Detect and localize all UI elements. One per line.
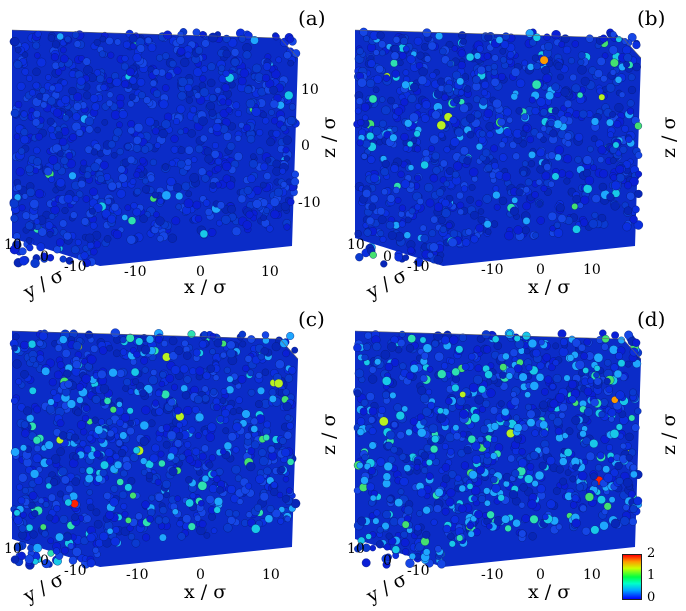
y-tick-zero-b: 0: [383, 249, 392, 265]
cube-render-d: [353, 328, 643, 569]
cube-render-a: [9, 28, 301, 268]
x-tick-zero-a: 0: [196, 264, 205, 280]
y-tick-zero-d: 0: [383, 553, 392, 569]
box-edge: [354, 330, 642, 360]
y-tick-neg-d: -10: [407, 563, 430, 579]
box-edge: [11, 330, 299, 360]
particles: [353, 328, 643, 569]
panel-tag-b: (b): [637, 6, 666, 30]
panel-a: (a) 10 0 -10 z / σ -10 0 10 x / σ 10 0 -…: [0, 0, 343, 305]
x-tick-zero-c: 0: [196, 567, 205, 583]
y-tick-zero-a: 0: [40, 249, 49, 265]
x-tick-neg-d: -10: [481, 567, 504, 583]
z-axis-label-c: z / σ: [318, 413, 340, 455]
x-axis-label-a: x / σ: [184, 276, 227, 298]
x-tick-neg-c: -10: [126, 567, 149, 583]
panel-tag-d: (d): [637, 307, 666, 331]
z-tick-top-a: 10: [301, 82, 319, 98]
colorbar: [622, 554, 642, 600]
y-tick-pos-c: 10: [4, 541, 22, 557]
z-axis-label-d: z / σ: [658, 413, 680, 455]
y-tick-neg-c: -10: [64, 563, 87, 579]
y-tick-pos-d: 10: [347, 541, 365, 557]
y-tick-pos-b: 10: [347, 237, 365, 253]
panel-b: (b) z / σ -10 0 10 x / σ 10 0 -10 y / σ: [343, 0, 686, 305]
y-tick-zero-c: 0: [40, 553, 49, 569]
y-tick-neg-a: -10: [64, 259, 87, 275]
x-tick-pos-b: 10: [583, 262, 601, 278]
particles: [9, 328, 301, 570]
y-tick-pos-a: 10: [4, 237, 22, 253]
box-edge: [11, 29, 299, 59]
cube-render-c: [9, 328, 301, 570]
panel-tag-a: (a): [298, 6, 326, 30]
x-axis-label-b: x / σ: [528, 276, 571, 298]
y-tick-neg-b: -10: [407, 259, 430, 275]
x-tick-zero-d: 0: [536, 567, 545, 583]
x-tick-zero-b: 0: [536, 262, 545, 278]
z-axis-label-b: z / σ: [658, 116, 680, 158]
x-tick-pos-d: 10: [583, 567, 601, 583]
z-tick-bot-a: -10: [298, 195, 321, 211]
x-axis-label-c: x / σ: [184, 581, 227, 603]
colorbar-tick-0: 0: [647, 590, 656, 605]
panel-tag-c: (c): [298, 307, 325, 331]
x-axis-label-d: x / σ: [528, 581, 571, 603]
box-edge: [354, 29, 642, 59]
colorbar-tick-2: 2: [647, 546, 656, 561]
x-tick-neg-a: -10: [124, 264, 147, 280]
particles: [353, 27, 644, 268]
colorbar-tick-1: 1: [647, 568, 656, 583]
x-tick-pos-a: 10: [261, 264, 279, 280]
panel-d: (d) z / σ -10 0 10 x / σ 10 0 -10 y / σ: [343, 305, 686, 610]
z-tick-mid-a: 0: [301, 138, 310, 154]
x-tick-neg-b: -10: [481, 262, 504, 278]
cube-render-b: [353, 27, 644, 268]
particles: [9, 28, 301, 268]
x-tick-pos-c: 10: [262, 567, 280, 583]
z-axis-label-a: z / σ: [318, 116, 340, 158]
panel-c: (c) z / σ -10 0 10 x / σ 10 0 -10 y / σ: [0, 305, 343, 610]
